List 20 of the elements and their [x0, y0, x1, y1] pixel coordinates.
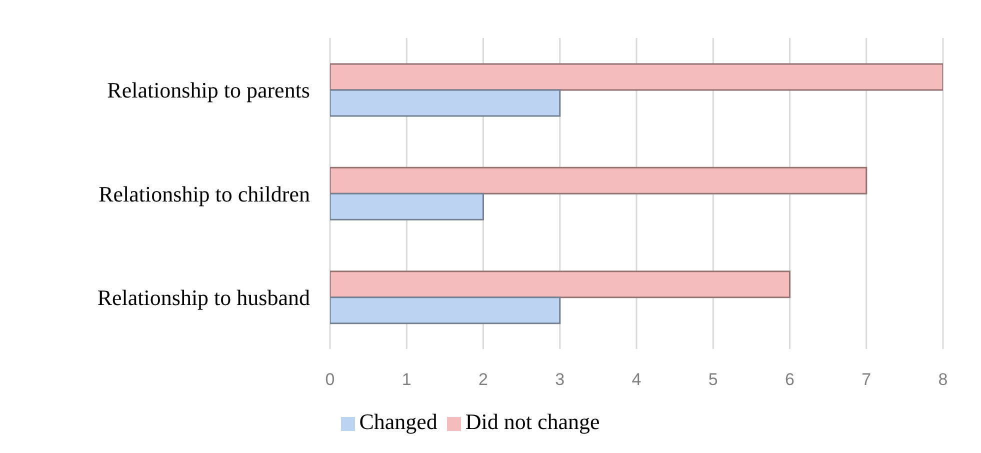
x-tick-label: 0 — [325, 370, 335, 390]
x-tick-label: 7 — [862, 370, 872, 390]
x-tick-label: 3 — [555, 370, 565, 390]
bar — [330, 270, 790, 298]
legend-label: Did not change — [465, 409, 600, 434]
x-tick-label: 8 — [938, 370, 948, 390]
x-tick-label: 2 — [478, 370, 488, 390]
x-tick-label: 6 — [785, 370, 794, 390]
bar — [330, 192, 484, 220]
legend-label: Changed — [359, 409, 438, 434]
x-tick-label: 5 — [708, 370, 718, 390]
x-tick-label: 4 — [632, 370, 642, 390]
y-tick-label: Relationship to husband — [97, 284, 310, 310]
y-tick-label: Relationship to children — [98, 181, 310, 206]
bar — [330, 89, 561, 117]
y-tick-label: Relationship to parents — [107, 78, 310, 103]
bar — [330, 296, 561, 324]
bar — [330, 166, 868, 194]
bar — [330, 63, 943, 91]
x-tick-label: 1 — [402, 370, 412, 390]
